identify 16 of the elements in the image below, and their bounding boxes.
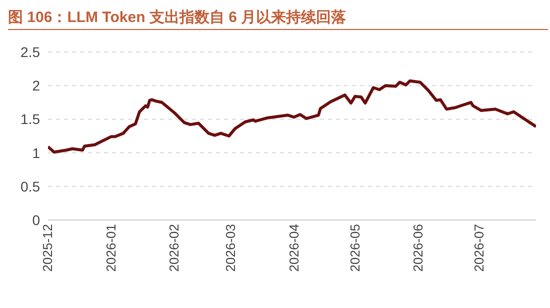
y-tick-label: 2.5 [20, 44, 40, 60]
y-tick-label: 2 [32, 78, 40, 94]
y-tick-label: 1.5 [20, 111, 40, 128]
x-tick-label: 2026-04 [286, 224, 302, 272]
x-tick-label: 2026-01 [103, 224, 118, 272]
x-tick-label: 2026-03 [223, 224, 238, 272]
x-tick-label: 2026-07 [471, 224, 486, 272]
x-tick-label: 2025-12 [40, 224, 56, 272]
line-series [48, 79, 536, 154]
y-tick-label: 1 [32, 144, 40, 161]
x-tick-label: 2026-06 [410, 224, 426, 272]
chart-title: 图 106：LLM Token 支出指数自 6 月以来持续回落 [8, 8, 548, 30]
y-tick-label: 0 [32, 212, 40, 228]
x-tick-label: 2026-02 [166, 224, 182, 272]
x-tick-label: 2026-05 [347, 224, 362, 272]
y-tick-label: 0.5 [20, 178, 40, 194]
